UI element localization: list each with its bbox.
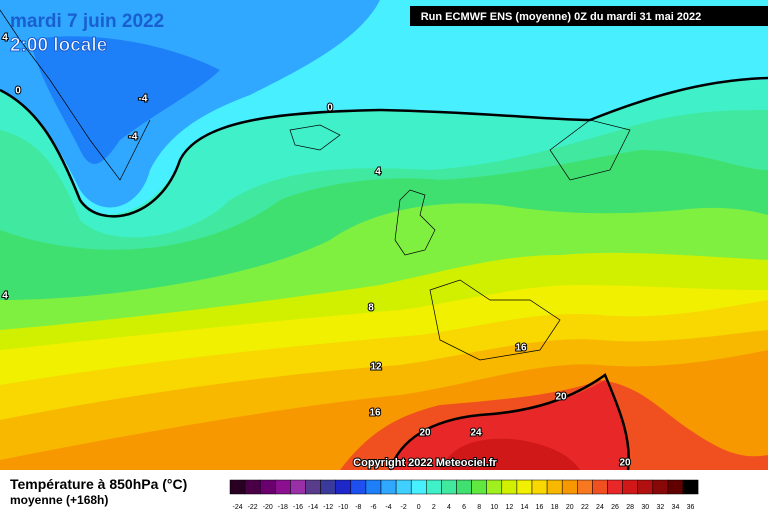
copyright: Copyright 2022 Meteociel.fr (353, 457, 497, 469)
scale-label: 32 (656, 504, 664, 511)
scale-swatch (305, 479, 321, 495)
scale-swatch (516, 479, 533, 495)
scale-swatch (335, 479, 352, 495)
scale-swatch (290, 479, 306, 495)
contour-label: 4 (2, 33, 8, 44)
scale-swatch (410, 479, 427, 495)
contour-label: 8 (368, 303, 374, 314)
scale-swatch (667, 479, 684, 495)
scale-label: 34 (672, 504, 680, 511)
run-box (410, 6, 768, 26)
scale-swatch (592, 479, 608, 495)
scale-label: 0 (417, 504, 421, 511)
contour-label: 4 (2, 291, 8, 302)
contour-label: 20 (619, 458, 631, 469)
scale-swatch (486, 479, 503, 495)
scale-label: 12 (505, 504, 513, 511)
scale-label: 18 (551, 504, 559, 511)
scale-swatch (577, 479, 593, 495)
scale-label: 20 (566, 504, 574, 511)
scale-swatch (652, 479, 669, 495)
scale-label: 36 (687, 504, 695, 511)
cold-core (30, 36, 220, 164)
scale-swatch (531, 479, 548, 495)
scale-swatch (395, 479, 412, 495)
scale-label: 2 (432, 504, 436, 511)
scale-swatch (244, 479, 261, 495)
scale-swatch (561, 479, 578, 495)
contour-label: 16 (515, 343, 527, 354)
scale-label: 26 (611, 504, 619, 511)
scale-swatch (320, 479, 336, 495)
contour-line (0, 76, 768, 218)
scale-label: -22 (248, 504, 258, 511)
contour-label: -4 (139, 94, 148, 105)
contour-label: 0 (15, 86, 21, 97)
band (390, 380, 629, 470)
color-scale: -24 -22 -20 -18 -16 -14 -12 -10 -8 -6 -4 -2 0 2 4 6 8 10 1… (229, 479, 699, 511)
scale-label: -8 (355, 504, 361, 511)
legend-subtitle: moyenne (+168h) (10, 493, 108, 507)
scale-swatch (622, 479, 638, 495)
scale-label: -2 (401, 504, 407, 511)
scale-label: 14 (521, 504, 529, 511)
scale-label: -24 (232, 504, 242, 511)
contour-label: 12 (370, 362, 382, 373)
scale-label: 8 (477, 504, 481, 511)
contour-label: 20 (419, 428, 431, 439)
contour-line (388, 373, 630, 471)
scale-label: -14 (308, 504, 318, 511)
scale-swatch (259, 479, 276, 495)
scale-swatch (350, 479, 367, 495)
scale-swatch (682, 479, 699, 495)
scale-swatch (229, 479, 246, 495)
scale-label: 22 (581, 504, 589, 511)
scale-label: -10 (338, 504, 348, 511)
scale-swatch (275, 479, 291, 495)
contour-label: 20 (555, 392, 567, 403)
map: 4 0 -4 -4 0 4 4 8 12 16 16 20 20 24 20 C… (0, 0, 768, 471)
scale-label: 30 (641, 504, 649, 511)
local-time: 2:00 locale (10, 35, 107, 56)
coastline (0, 9, 631, 361)
scale-label: -4 (385, 504, 391, 511)
scale-swatch (546, 479, 563, 495)
scale-label: -16 (293, 504, 303, 511)
scale-swatch (471, 479, 487, 495)
scale-label: 4 (447, 504, 451, 511)
scale-label: -18 (278, 504, 288, 511)
scale-swatch (607, 479, 623, 495)
scale-label: 6 (462, 504, 466, 511)
contour-label: 4 (375, 167, 381, 178)
date: mardi 7 juin 2022 (10, 11, 164, 32)
contour-label: 24 (470, 428, 482, 439)
scale-swatch (426, 479, 442, 495)
scale-swatch (637, 479, 654, 495)
scale-label: -12 (323, 504, 333, 511)
scale-label: -20 (263, 504, 273, 511)
scale-swatch (380, 479, 397, 495)
contour-label: 0 (327, 103, 333, 114)
scale-swatch (456, 479, 472, 495)
scale-label: -6 (370, 504, 376, 511)
scale-swatch (441, 479, 457, 495)
contour-label: 16 (369, 408, 381, 419)
band (440, 438, 580, 470)
scale-swatch (365, 479, 382, 495)
contour-label: -4 (129, 132, 138, 143)
scale-label: 28 (626, 504, 634, 511)
legend-title: Température à 850hPa (°C) (10, 476, 187, 492)
scale-label: 10 (490, 504, 498, 511)
scale-swatch (501, 479, 518, 495)
scale-label: 24 (596, 504, 604, 511)
scale-label: 16 (536, 504, 544, 511)
run-info: Run ECMWF ENS (moyenne) 0Z du mardi 31 m… (421, 11, 702, 23)
